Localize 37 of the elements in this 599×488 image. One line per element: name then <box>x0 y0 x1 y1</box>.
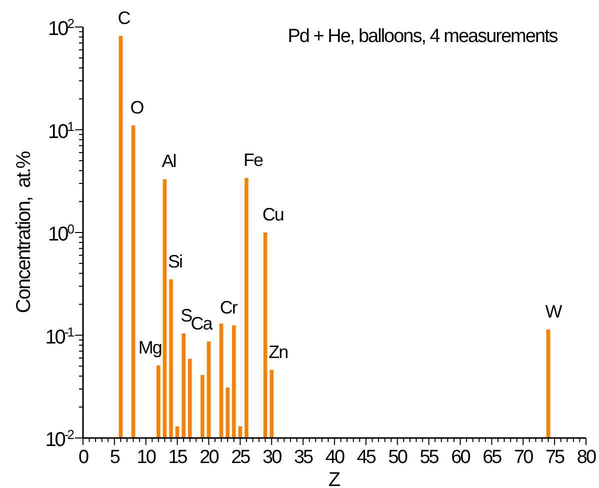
x-tick-label: 20 <box>200 447 219 468</box>
y-axis-title: Concentration, at.% <box>13 150 35 314</box>
annotation: Ca <box>190 313 214 334</box>
annotation: Cr <box>220 297 238 318</box>
x-tick-label: 75 <box>545 447 565 468</box>
x-tick-label: 40 <box>325 447 344 468</box>
x-tick-label: 50 <box>388 447 408 468</box>
annotation: Si <box>168 251 182 272</box>
annotation: Mg <box>138 337 162 358</box>
annotation: C <box>118 8 131 28</box>
x-tick-label: 10 <box>136 447 156 468</box>
y-tick-label: 10$^{-2}$ <box>45 426 74 451</box>
x-tick-label: 80 <box>576 447 596 468</box>
y-tick-label: 10$^{2}$ <box>48 16 74 40</box>
annotation: Fe <box>243 150 264 170</box>
y-tick-label: 10$^{1}$ <box>48 118 74 143</box>
x-tick-label: 65 <box>482 447 502 468</box>
annotation: W <box>545 301 562 322</box>
x-axis-title: Z <box>328 469 341 488</box>
x-tick-label: 30 <box>262 447 282 468</box>
x-tick-label: 15 <box>168 447 188 468</box>
annotation: Al <box>162 151 176 172</box>
y-tick-label: 10$^{-1}$ <box>45 324 74 348</box>
x-tick-label: 70 <box>514 447 534 468</box>
x-tick-label: 45 <box>356 447 376 468</box>
annotation: S <box>180 306 193 326</box>
x-tick-label: 55 <box>420 447 439 468</box>
x-tick-label: 25 <box>231 447 250 468</box>
x-tick-label: 60 <box>451 447 470 468</box>
y-tick-label: 10$^{0}$ <box>48 221 74 246</box>
annotation: Zn <box>268 342 288 362</box>
annotation: O <box>130 97 144 118</box>
chart-title: Pd + He, balloons, 4 measurements <box>288 26 558 47</box>
annotation: Cu <box>262 204 284 224</box>
x-tick-label: 0 <box>78 447 88 468</box>
x-tick-label: 5 <box>110 447 120 468</box>
x-tick-label: 35 <box>294 447 314 468</box>
